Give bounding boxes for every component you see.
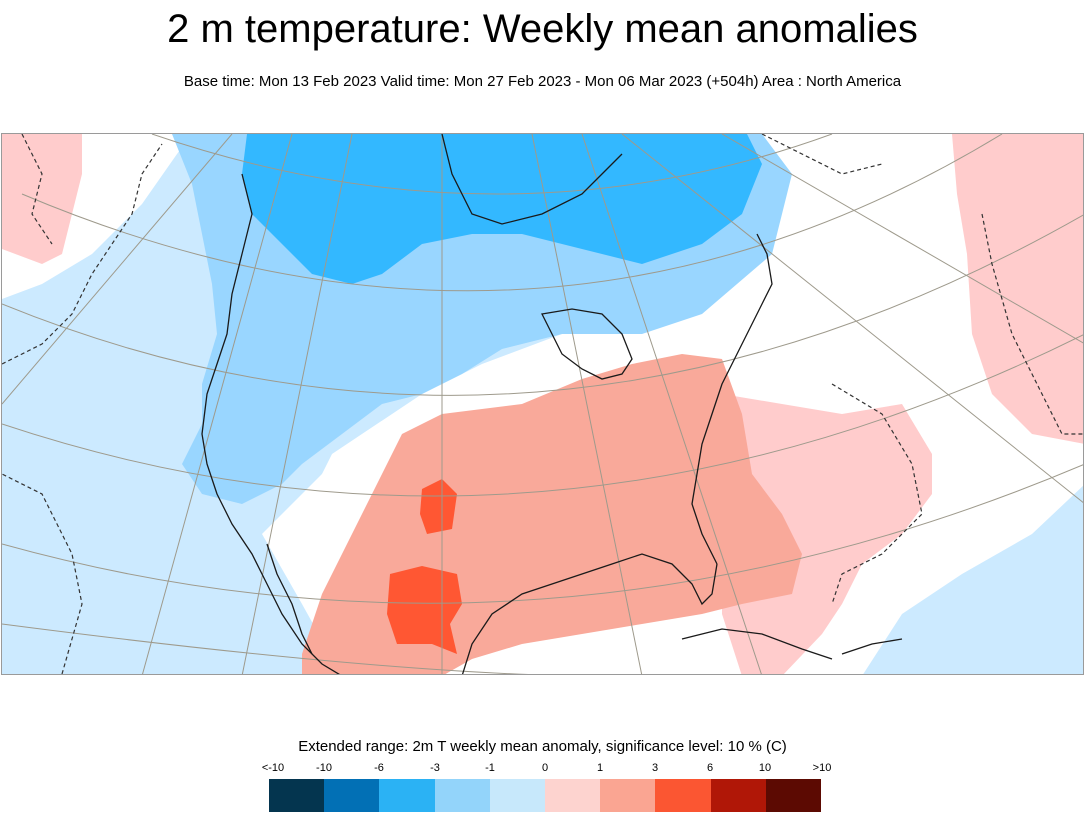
legend-label: -3 [430,762,440,774]
legend-labels: <-10 -10 -6 -3 -1 0 1 3 6 10 >10 [243,761,848,775]
legend-swatch [765,779,822,812]
legend-label: -1 [485,762,495,774]
significance-contour [21,134,53,245]
legend-label: 1 [596,762,604,774]
legend-label: -6 [374,762,384,774]
graticule-meridian [531,134,643,674]
weak-warm-region-northeast [952,134,1083,444]
legend-label: <-10 [261,762,285,774]
cuba-outline [681,628,833,660]
legend-colorbar [269,779,822,812]
graticule-meridian [2,134,233,405]
legend-title: Extended range: 2m T weekly mean anomaly… [298,738,787,755]
graticule-meridian [241,134,353,674]
gulf-coast [461,553,718,674]
graticule-parallel [151,134,833,195]
weak-warm-region-atlantic [722,394,932,674]
graticule-meridian [142,134,293,674]
legend-label: 10 [758,762,772,774]
baja-coast [266,543,313,655]
legend-swatch [434,779,490,812]
graticule [2,134,1083,674]
legend-swatch [489,779,546,812]
significance-contour [761,134,883,175]
anomaly-map-svg [2,134,1083,674]
legend-swatch [655,779,711,812]
weak-warm-region-alaska [2,134,82,264]
graticule-parallel [2,334,1083,497]
legend-swatch [710,779,766,812]
chart-title: 2 m temperature: Weekly mean anomalies [167,7,918,51]
weak-cold-region-southeast [863,485,1083,674]
strong-warm-region-south [387,566,462,654]
graticule-parallel [2,214,1083,396]
legend-label: 0 [541,762,549,774]
significance-contour [2,143,163,365]
graticule-meridian [581,134,762,674]
legend-label: >10 [812,762,832,774]
significance-contour [831,383,923,605]
significance-contour [981,213,1083,435]
hudson-bay-outline [441,134,623,225]
graticule-meridian [621,134,1083,504]
significance-contours [2,134,1083,674]
legend-swatch [545,779,601,812]
legend-label: 3 [651,762,659,774]
great-lakes-outline [541,308,633,380]
coastlines [201,134,903,674]
strong-cold-region [242,134,762,284]
west-coast [201,173,340,674]
graticule-parallel [2,464,1083,604]
significance-contour [2,473,83,674]
chart-subtitle: Base time: Mon 13 Feb 2023 Valid time: M… [183,73,902,90]
legend-swatch [324,779,380,812]
caribbean-outline [841,638,903,655]
graticule-parallel [2,623,529,674]
legend-label: -10 [316,762,332,774]
strong-warm-region-north [420,479,457,534]
anomaly-map [1,133,1084,675]
east-coast [691,233,773,565]
legend-swatch [600,779,656,812]
legend-label: 6 [706,762,714,774]
legend-swatch [269,779,325,812]
graticule-parallel [21,134,1003,292]
graticule-meridian [721,134,1083,344]
legend-swatch [379,779,435,812]
